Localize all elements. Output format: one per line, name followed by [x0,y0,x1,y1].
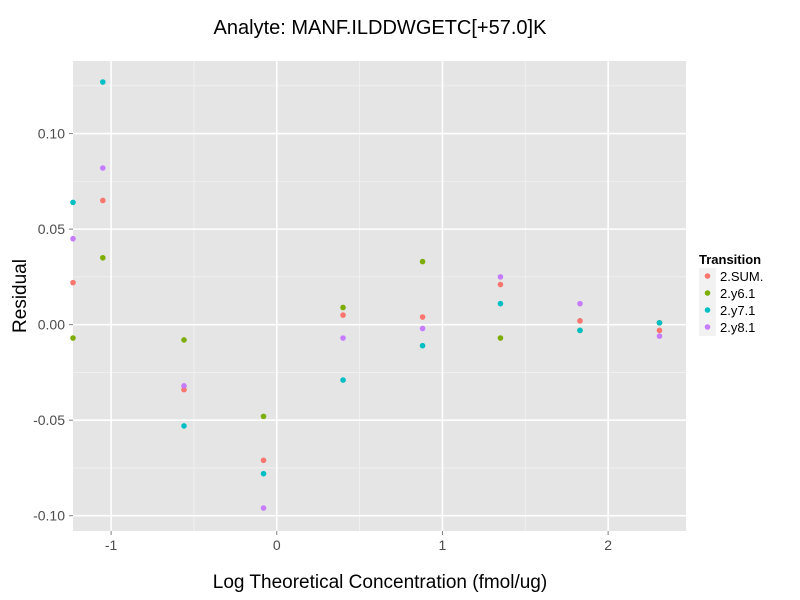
data-point-2-y6-1 [497,335,504,341]
y-axis-title: Residual [10,259,31,333]
legend-label: 2.y8.1 [720,320,755,335]
data-point-2-sum [70,279,76,286]
data-point-2-y6-1 [260,413,267,420]
data-point-2-sum [340,312,346,318]
y-tick-label: 0.05 [38,221,65,237]
y-tick-label: -0.05 [33,412,65,428]
plot-panel [73,61,686,531]
chart-title: Analyte: MANF.ILDDWGETC[+57.0]K [214,17,548,39]
legend-swatch [704,290,711,296]
data-point-2-y8-1 [577,300,583,307]
x-tick-label: 2 [604,537,612,553]
data-point-2-sum [100,197,106,204]
x-axis-title: Log Theoretical Concentration (fmol/ug) [213,572,547,593]
data-point-2-y7-1 [340,377,346,383]
legend-label: 2.y7.1 [720,303,755,318]
data-point-2-y7-1 [577,327,583,334]
data-point-2-y7-1 [70,199,76,206]
y-tick-label: 0.10 [38,126,65,142]
legend-label: 2.y6.1 [720,286,755,301]
legend-swatch [704,307,711,313]
data-point-2-y8-1 [260,505,267,511]
y-tick-label: -0.10 [33,508,65,524]
legend-title: Transition [699,252,761,267]
data-point-2-y7-1 [497,300,504,307]
data-point-2-y8-1 [181,382,187,389]
data-point-2-y8-1 [419,325,426,332]
data-point-2-y7-1 [656,319,663,326]
data-point-2-y7-1 [260,470,267,477]
data-point-2-y6-1 [181,337,187,343]
x-tick-label: -1 [105,537,118,553]
data-point-2-y7-1 [181,423,187,429]
legend: Transition 2.SUM. 2.y6.1 2.y7.1 2.y8.1 [699,252,763,336]
data-point-2-y8-1 [340,335,346,341]
x-tick-label: 1 [439,537,447,553]
data-points [70,79,663,511]
minor-gridlines [73,61,686,531]
data-point-2-y7-1 [419,342,426,349]
data-point-2-y8-1 [100,165,106,171]
data-point-2-y6-1 [340,304,346,311]
major-gridlines [73,61,686,531]
data-point-2-sum [656,327,663,334]
legend-swatch [704,324,711,330]
data-point-2-y8-1 [70,235,76,242]
data-point-2-sum [260,457,267,464]
data-point-2-y6-1 [100,254,106,261]
data-point-2-y6-1 [419,258,426,265]
legend-swatch [704,273,711,279]
data-point-2-y7-1 [100,79,106,85]
legend-label: 2.SUM. [720,269,763,284]
data-point-2-y6-1 [70,335,76,341]
y-tick-label: 0.00 [38,317,65,333]
data-point-2-sum [419,314,426,320]
data-point-2-y8-1 [497,274,504,280]
data-point-2-sum [577,318,583,324]
x-axis-ticks: -1 0 1 2 [105,531,612,553]
data-point-2-sum [497,281,504,288]
data-point-2-y8-1 [656,333,663,339]
y-axis-ticks: -0.10 -0.05 0.00 0.05 0.10 [33,126,73,524]
x-tick-label: 0 [273,537,281,553]
